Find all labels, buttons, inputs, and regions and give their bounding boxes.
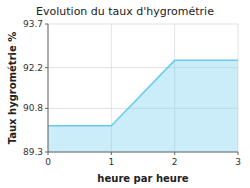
area-line [48, 60, 238, 125]
y-tick-label: 93.7 [23, 19, 43, 29]
chart-container: 89.3 90.8 92.2 93.7 0 1 2 3 heure par heure Taux … [0, 0, 250, 188]
x-tick [111, 152, 112, 155]
x-tick [174, 152, 175, 155]
y-tick-label: 92.2 [23, 63, 43, 73]
x-tick-label: 0 [45, 157, 51, 167]
y-tick-label: 90.8 [23, 103, 43, 113]
x-tick [238, 152, 239, 155]
y-tick-label: 89.3 [23, 147, 43, 157]
x-tick-label: 1 [108, 157, 114, 167]
grid-line-y [48, 152, 238, 153]
x-tick-label: 3 [235, 157, 241, 167]
plot-background [48, 24, 238, 152]
x-tick-label: 2 [172, 157, 178, 167]
grid [48, 24, 238, 152]
y-tick [45, 24, 48, 25]
y-tick [45, 67, 48, 68]
x-tick [48, 152, 49, 155]
data-area [48, 60, 238, 152]
x-axis-line [48, 152, 238, 153]
y-tick [45, 108, 48, 109]
y-axis-label: Taux hygrométrie % [7, 32, 18, 145]
grid-line-x [48, 24, 49, 152]
grid-line-y [48, 24, 238, 25]
x-axis-label: heure par heure [97, 173, 188, 184]
chart-title: Evolution du taux d'hygrométrie [36, 5, 214, 18]
y-axis-line [48, 24, 49, 152]
chart-svg: 89.3 90.8 92.2 93.7 0 1 2 3 heure par heure Taux … [0, 0, 250, 188]
area-fill [48, 60, 238, 152]
